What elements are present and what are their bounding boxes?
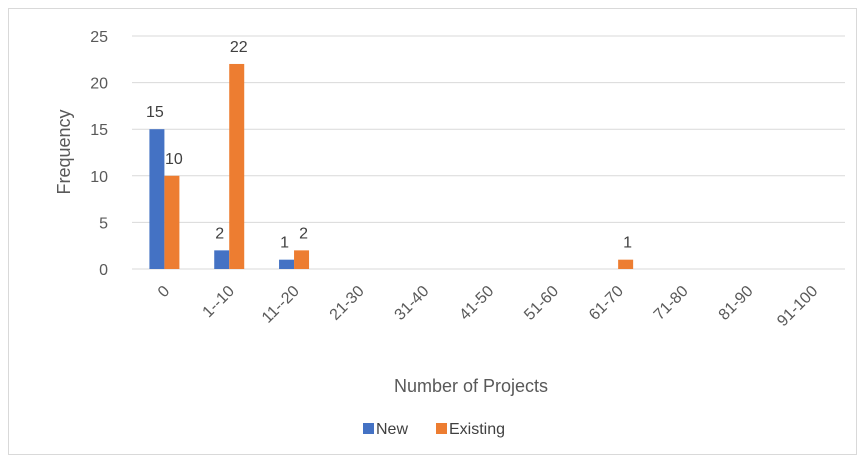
legend-label-existing: Existing [449,421,505,438]
x-tick-label: 21-30 [327,283,368,324]
data-label: 10 [165,151,183,168]
y-tick-label: 0 [99,262,108,279]
x-tick-label: 1--10 [200,283,239,322]
data-label: 22 [230,39,248,56]
y-tick-label: 25 [90,29,108,46]
y-axis-ticks: 0 5 10 15 20 25 [90,29,108,279]
y-tick-label: 15 [90,122,108,139]
x-tick-label: 41-50 [456,283,497,324]
bar-new [214,250,230,269]
legend: New Existing [363,421,505,438]
bar-new [279,259,295,269]
data-label: 2 [299,225,308,242]
gridlines [132,35,845,270]
x-tick-label: 31-40 [392,283,433,324]
legend-swatch-new [363,423,374,434]
legend-swatch-existing [436,423,447,434]
y-tick-label: 5 [99,215,108,232]
data-label: 1 [623,235,632,252]
x-tick-label: 71-80 [651,283,692,324]
x-tick-label: 61-70 [586,283,627,324]
bar-existing [618,259,634,269]
x-tick-label: 51-60 [521,283,562,324]
data-label: 15 [146,104,164,121]
y-axis-title: Frequency [54,109,74,194]
y-tick-label: 10 [90,169,108,186]
bars [149,63,634,270]
bar-new [149,129,165,269]
bar-existing [164,175,180,269]
x-tick-label: 0 [155,283,173,301]
data-label: 1 [280,235,289,252]
bar-existing [294,250,310,269]
x-axis-title: Number of Projects [394,376,548,396]
bar-existing [229,63,245,270]
legend-label-new: New [376,421,408,438]
x-tick-label: 91-100 [774,283,821,330]
x-axis-ticks: 0 1--10 11--20 21-30 31-40 41-50 51-60 61-70 71-… [155,283,822,330]
x-tick-label: 11--20 [259,283,303,327]
y-tick-label: 20 [90,76,108,93]
x-tick-label: 81-90 [716,283,757,324]
data-label: 2 [215,225,224,242]
